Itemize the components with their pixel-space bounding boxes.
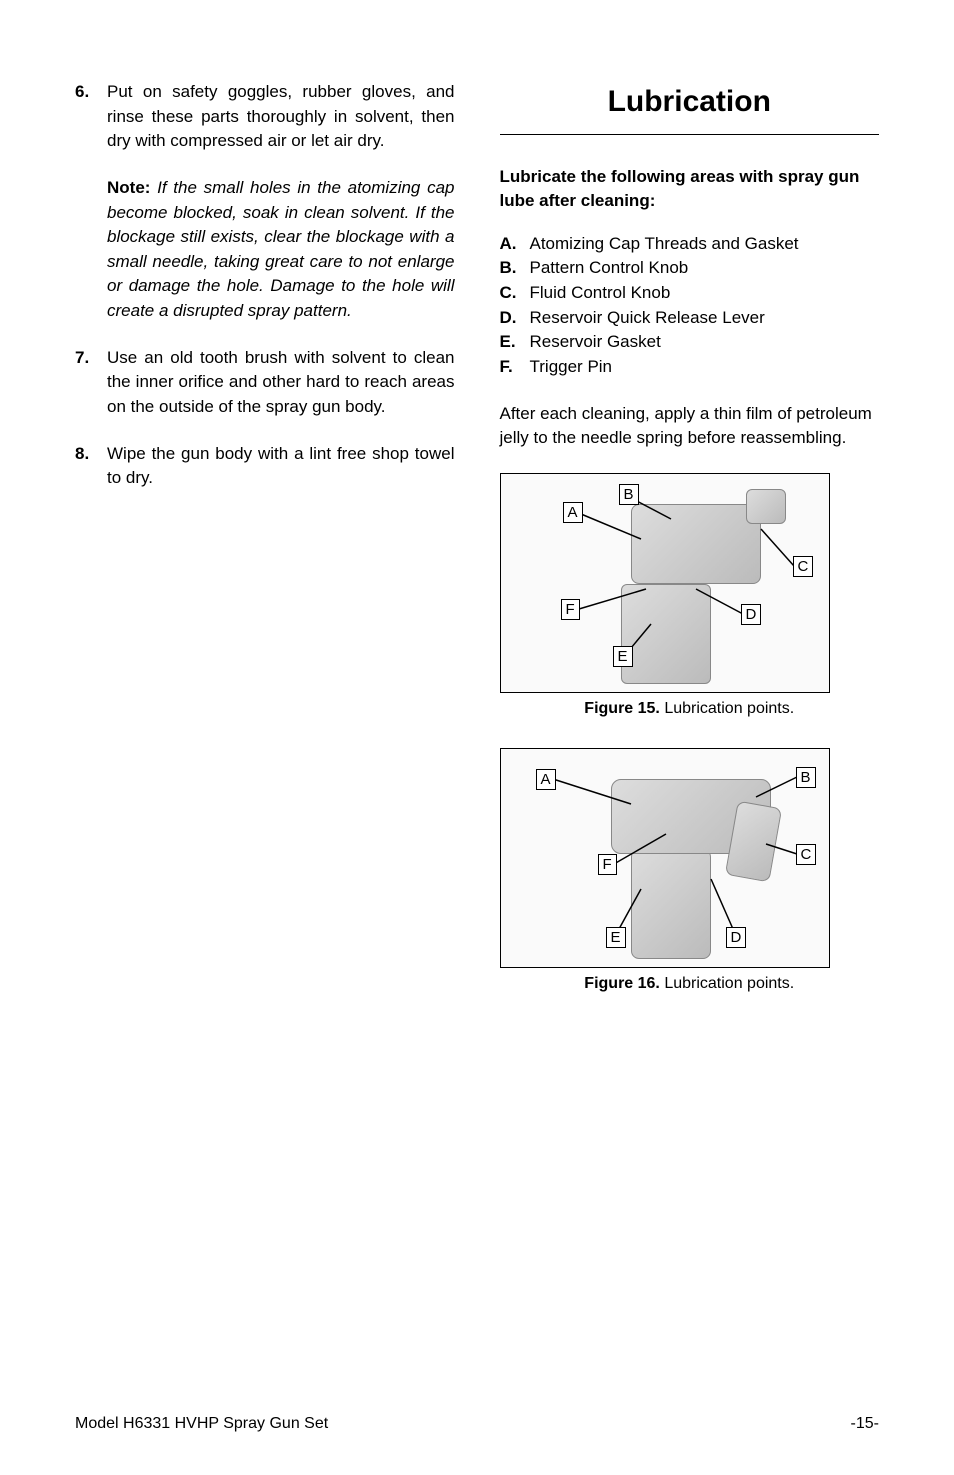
step-text: Put on safety goggles, rubber gloves, an… bbox=[107, 80, 455, 154]
figure-label-c: C bbox=[796, 844, 817, 865]
figure-label-d: D bbox=[741, 604, 762, 625]
list-letter: B. bbox=[500, 256, 530, 281]
list-item: D.Reservoir Quick Release Lever bbox=[500, 306, 880, 331]
figure-label-f: F bbox=[598, 854, 617, 875]
step-6: 6. Put on safety goggles, rubber gloves,… bbox=[75, 80, 455, 154]
figure-caption-bold: Figure 16. bbox=[584, 975, 660, 992]
list-letter: A. bbox=[500, 232, 530, 257]
section-title: Lubrication bbox=[500, 80, 880, 124]
step-number: 8. bbox=[75, 442, 107, 491]
note-lead: Note: bbox=[107, 178, 150, 197]
figure-label-f: F bbox=[561, 599, 580, 620]
after-paragraph: After each cleaning, apply a thin film o… bbox=[500, 402, 880, 451]
figure-label-e: E bbox=[613, 646, 633, 667]
figure-15: A B C D E F bbox=[500, 473, 830, 693]
figure-16-caption: Figure 16. Lubrication points. bbox=[500, 972, 880, 995]
list-text: Reservoir Quick Release Lever bbox=[530, 306, 765, 331]
step-number: 7. bbox=[75, 346, 107, 420]
figure-16: A B C D E F bbox=[500, 748, 830, 968]
list-text: Atomizing Cap Threads and Gasket bbox=[530, 232, 799, 257]
section-rule bbox=[500, 134, 880, 135]
step-8: 8. Wipe the gun body with a lint free sh… bbox=[75, 442, 455, 491]
list-item: B.Pattern Control Knob bbox=[500, 256, 880, 281]
note-block: Note: If the small holes in the atomizin… bbox=[107, 176, 455, 324]
figure-label-d: D bbox=[726, 927, 747, 948]
left-column: 6. Put on safety goggles, rubber gloves,… bbox=[75, 80, 455, 1023]
note-text: If the small holes in the atomizing cap … bbox=[107, 178, 455, 320]
list-item: C.Fluid Control Knob bbox=[500, 281, 880, 306]
list-text: Reservoir Gasket bbox=[530, 330, 661, 355]
right-column: Lubrication Lubricate the following area… bbox=[500, 80, 880, 1023]
figure-caption-rest: Lubrication points. bbox=[660, 700, 794, 717]
figure-label-c: C bbox=[793, 556, 814, 577]
list-text: Pattern Control Knob bbox=[530, 256, 689, 281]
step-7: 7. Use an old tooth brush with solvent t… bbox=[75, 346, 455, 420]
list-item: A.Atomizing Cap Threads and Gasket bbox=[500, 232, 880, 257]
figure-label-e: E bbox=[606, 927, 626, 948]
list-letter: C. bbox=[500, 281, 530, 306]
list-letter: F. bbox=[500, 355, 530, 380]
step-text: Wipe the gun body with a lint free shop … bbox=[107, 442, 455, 491]
page-footer: Model H6331 HVHP Spray Gun Set -15- bbox=[75, 1412, 879, 1435]
figure-15-caption: Figure 15. Lubrication points. bbox=[500, 697, 880, 720]
list-letter: E. bbox=[500, 330, 530, 355]
figure-label-b: B bbox=[796, 767, 816, 788]
footer-model: Model H6331 HVHP Spray Gun Set bbox=[75, 1412, 328, 1435]
list-item: F.Trigger Pin bbox=[500, 355, 880, 380]
lube-list: A.Atomizing Cap Threads and Gasket B.Pat… bbox=[500, 232, 880, 380]
sub-heading: Lubricate the following areas with spray… bbox=[500, 165, 880, 214]
list-item: E.Reservoir Gasket bbox=[500, 330, 880, 355]
figure-15-leaders bbox=[501, 474, 830, 693]
figure-label-a: A bbox=[536, 769, 556, 790]
footer-page-number: -15- bbox=[851, 1412, 879, 1435]
list-text: Trigger Pin bbox=[530, 355, 613, 380]
figure-caption-rest: Lubrication points. bbox=[660, 975, 794, 992]
list-text: Fluid Control Knob bbox=[530, 281, 671, 306]
figure-label-b: B bbox=[619, 484, 639, 505]
step-text: Use an old tooth brush with solvent to c… bbox=[107, 346, 455, 420]
figure-label-a: A bbox=[563, 502, 583, 523]
figure-caption-bold: Figure 15. bbox=[584, 700, 660, 717]
step-number: 6. bbox=[75, 80, 107, 154]
list-letter: D. bbox=[500, 306, 530, 331]
